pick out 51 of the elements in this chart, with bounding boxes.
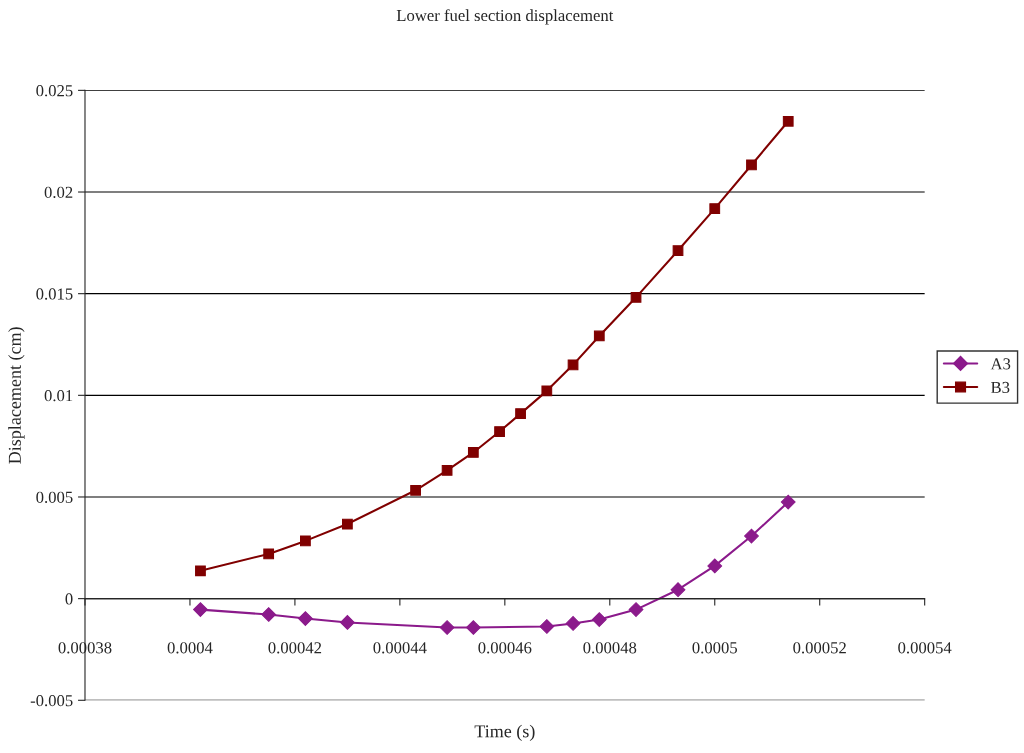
point xyxy=(628,602,644,618)
legend-label: A3 xyxy=(990,358,1011,370)
point xyxy=(539,619,555,634)
point xyxy=(467,447,479,458)
y-tick-label: 0.02 xyxy=(44,186,73,199)
point xyxy=(707,558,723,574)
point xyxy=(565,616,581,631)
point xyxy=(342,518,353,530)
y-tick-label: 0.015 xyxy=(36,288,73,300)
legend-label: B3 xyxy=(991,381,1010,394)
point xyxy=(298,611,313,626)
x-tick-label: 0.00052 xyxy=(793,642,846,654)
point xyxy=(541,385,553,397)
point xyxy=(465,620,481,635)
x-tick-label: 0.0005 xyxy=(692,642,738,654)
y-tick-label: 0.025 xyxy=(36,85,73,97)
point xyxy=(193,602,208,618)
point xyxy=(630,291,642,303)
x-tick-label: 0.00054 xyxy=(898,642,952,654)
chart-title: Lower fuel section displacement xyxy=(396,9,614,25)
x-tick-label: 0.00044 xyxy=(373,642,427,654)
point xyxy=(782,115,794,127)
point xyxy=(300,535,311,547)
point xyxy=(670,582,686,598)
x-tick-label: 0.00046 xyxy=(478,642,532,654)
point xyxy=(746,159,757,171)
x-tick-label: 0.0004 xyxy=(167,642,213,654)
point xyxy=(515,408,526,419)
point xyxy=(340,615,355,630)
x-tick-label: 0.00048 xyxy=(583,642,637,654)
y-axis-title: Displacement (cm) xyxy=(8,327,25,464)
point xyxy=(593,330,605,342)
point xyxy=(195,565,206,577)
x-tick-label: 0.00042 xyxy=(268,642,322,654)
point xyxy=(709,203,721,215)
point xyxy=(439,620,455,635)
point xyxy=(410,484,421,496)
point xyxy=(591,612,607,627)
point xyxy=(567,359,579,371)
point xyxy=(441,464,453,476)
y-tick-label: 0.005 xyxy=(36,491,73,503)
point xyxy=(672,245,684,256)
x-axis-title: Time (s) xyxy=(474,724,535,742)
y-tick-label: 0.01 xyxy=(44,390,73,402)
point xyxy=(263,548,275,560)
point xyxy=(494,426,505,437)
point xyxy=(261,607,277,622)
y-tick-label: 0 xyxy=(65,593,73,605)
point xyxy=(780,494,796,510)
y-tick-label: -0.005 xyxy=(30,694,73,707)
point xyxy=(744,528,759,544)
